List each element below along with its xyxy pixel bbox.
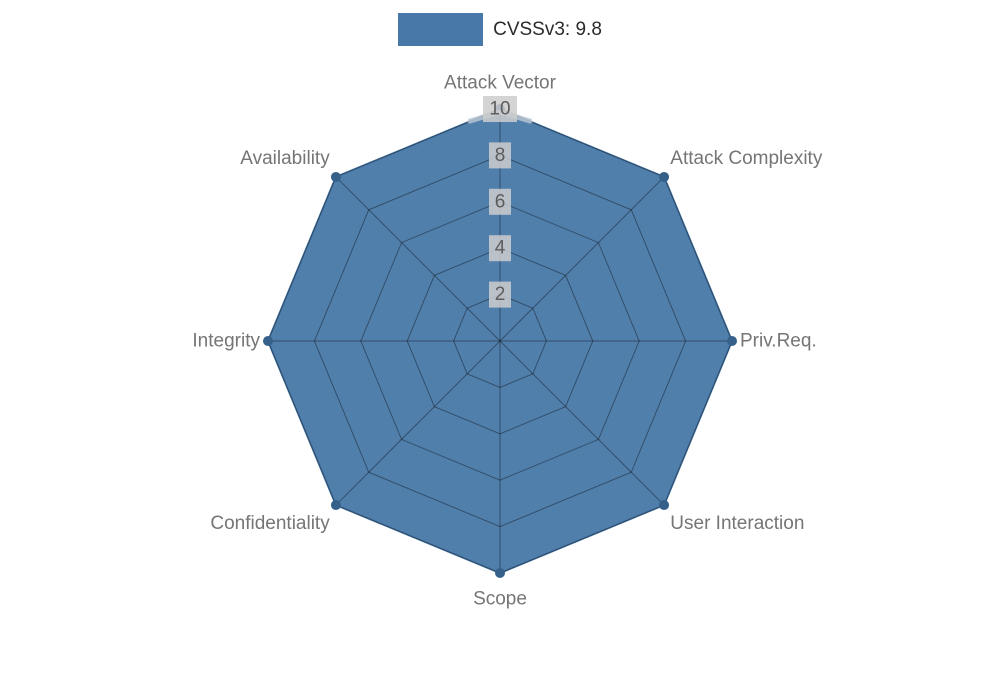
tick-label-bg	[489, 235, 511, 262]
axis-label: Confidentiality	[210, 513, 330, 534]
vertex-dot	[495, 568, 505, 578]
vertex-dot	[659, 171, 670, 182]
tick-label-bg	[489, 142, 511, 169]
tick-label: 8	[495, 145, 506, 166]
tick-label-bg	[489, 188, 511, 215]
axis-label: Attack Complexity	[670, 148, 823, 169]
legend-label: CVSSv3: 9.8	[493, 19, 602, 40]
vertex-dot	[330, 500, 341, 511]
tick-label: 2	[495, 284, 506, 305]
grid-spoke	[335, 176, 501, 342]
vertex-dot	[659, 500, 670, 511]
grid-ring	[453, 294, 547, 388]
axis-label: User Interaction	[670, 513, 804, 534]
grid-spoke	[499, 176, 665, 342]
tick-label-bg	[483, 96, 517, 122]
axis-label: Integrity	[192, 331, 260, 352]
vertex-dot	[263, 336, 273, 346]
tick-label: 4	[495, 238, 506, 259]
grid-ring	[406, 247, 594, 435]
grid-spoke	[499, 340, 665, 506]
axis-label: Scope	[473, 589, 527, 610]
tick-label-bg	[489, 281, 511, 308]
axis-label: Availability	[240, 148, 330, 169]
vertex-dot	[727, 336, 737, 346]
tick-label: 10	[489, 99, 510, 120]
axis-label: Attack Vector	[444, 73, 557, 94]
axis-label: Priv.Req.	[740, 331, 817, 352]
grid-ring	[313, 154, 687, 528]
grid-spoke	[335, 340, 501, 506]
tick-label: 6	[495, 191, 506, 212]
legend-swatch[interactable]	[398, 13, 484, 46]
legend[interactable]: CVSSv3: 9.8	[0, 13, 1000, 46]
vertex-dot	[330, 171, 341, 182]
grid-ring	[360, 201, 640, 481]
